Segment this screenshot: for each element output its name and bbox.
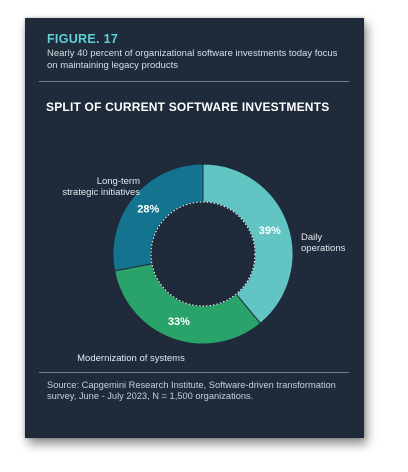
figure-label: FIGURE. 17 <box>47 32 119 46</box>
figure-card: FIGURE. 17 Nearly 40 percent of organiza… <box>25 18 364 438</box>
value-label-modernization-of-systems: 33% <box>168 316 190 328</box>
bottom-divider <box>39 372 349 373</box>
category-label-long-term-strategic-initiatives: Long-term strategic initiatives <box>62 176 140 198</box>
category-label-daily-operations: Daily operations <box>301 232 346 254</box>
value-label-long-term-strategic-initiatives: 28% <box>137 204 159 216</box>
chart-title: SPLIT OF CURRENT SOFTWARE INVESTMENTS <box>46 100 330 114</box>
donut-hole <box>150 201 256 307</box>
value-label-daily-operations: 39% <box>259 225 281 237</box>
source-note: Source: Capgemini Research Institute, So… <box>47 380 336 402</box>
category-label-modernization-of-systems: Modernization of systems <box>77 353 185 364</box>
top-divider <box>39 81 349 82</box>
donut-chart: 39% 33% 28% Daily operations Modernization o… <box>62 163 346 364</box>
figure-subtitle: Nearly 40 percent of organizational soft… <box>47 48 338 71</box>
